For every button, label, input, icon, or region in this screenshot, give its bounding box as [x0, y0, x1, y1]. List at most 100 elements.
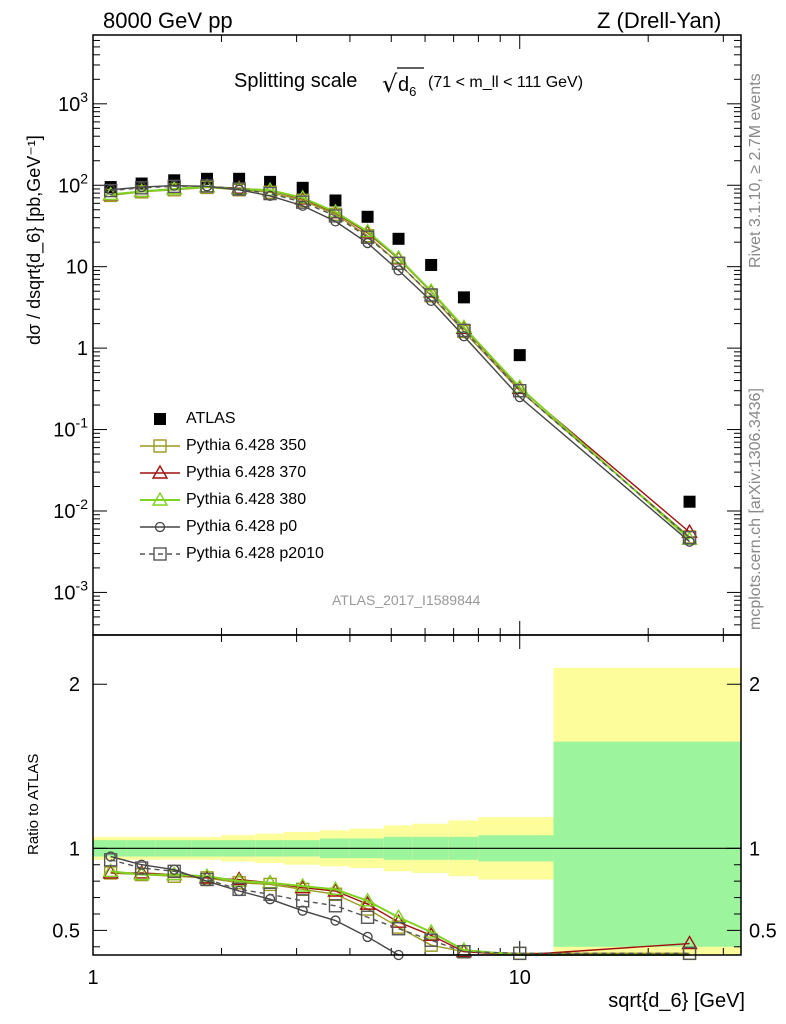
plot-title: Splitting scale: [234, 70, 357, 92]
main-point-p0: [393, 265, 404, 276]
ratio-point-p2010: [295, 894, 310, 908]
legend-entry-p370: Pythia 6.428 370: [140, 459, 324, 486]
y-tick-label-ratio: 1: [69, 838, 80, 860]
main-point-p0: [136, 181, 147, 193]
y-tick-label-ratio: 0.5: [52, 920, 80, 942]
main-point-p2010: [391, 256, 406, 271]
main-point-p0: [169, 180, 180, 191]
ratio-point-p0: [330, 915, 341, 926]
main-series: [102, 172, 698, 547]
legend-symbol-p350: [153, 438, 167, 453]
main-point-p0: [684, 536, 695, 547]
analysis-label: ATLAS_2017_I1589844: [332, 592, 481, 608]
y-tick-exponent: -2: [76, 496, 89, 512]
ratio-point-p2010: [513, 946, 527, 961]
legend-entry-p0: Pythia 6.428 p0: [140, 513, 324, 540]
legend-label-p350: Pythia 6.428 350: [186, 436, 307, 454]
main-point-p2010: [232, 182, 246, 196]
ratio-point-p2010: [391, 922, 406, 936]
legend-symbol-p2010: [153, 546, 167, 561]
main-point-p2010: [295, 195, 310, 209]
ratio-axis-ticks: 0.5 0.5 1 1 2 2 1 10: [52, 635, 777, 989]
main-point-p2010: [134, 181, 149, 195]
ratio-point-p0: [362, 931, 373, 943]
ratio-point-p0: [105, 851, 116, 862]
ratio-point-p2010: [103, 853, 118, 867]
legend-marker-p0: [140, 521, 180, 532]
ratio-series: [102, 851, 698, 961]
legend-entry-p380: Pythia 6.428 380: [140, 486, 324, 513]
legend-symbol-p380: [151, 491, 169, 506]
ratio-point-p380: [359, 892, 376, 907]
ratio-point-p2010: [457, 945, 471, 959]
x-axis-label: sqrt{d_6} [GeV]: [608, 990, 745, 1012]
y-axis-label-ratio: Ratio to ATLAS: [25, 754, 42, 855]
title-symbol: d6: [398, 74, 416, 99]
main-point-p2010: [682, 530, 697, 545]
main-point-data: [425, 258, 438, 271]
legend-marker-p370: [140, 464, 180, 479]
main-point-p2010: [263, 186, 277, 201]
main-point-data: [392, 232, 405, 245]
main-point-data: [329, 194, 342, 207]
y-tick-label-ratio-right: 1: [749, 838, 760, 860]
main-point-data: [361, 210, 374, 223]
main-line-p2010: [110, 185, 691, 539]
ratio-band-inner: [553, 741, 741, 947]
y-tick-label-main: 1: [77, 338, 88, 360]
legend-symbol-p370: [151, 464, 169, 479]
main-point-p0: [297, 200, 308, 211]
title-sqrt-symbol: √: [382, 70, 398, 98]
rivet-version-label: Rivet 3.1.10, ≥ 2.7M events: [747, 73, 764, 268]
y-tick-exponent: 2: [80, 170, 88, 186]
ratio-point-p2010: [263, 887, 277, 901]
y-tick-exponent: -1: [76, 415, 89, 431]
main-point-data: [683, 495, 696, 508]
main-point-p380: [261, 181, 279, 196]
ratio-point-p2010: [167, 864, 181, 879]
ratio-point-p2010: [232, 882, 246, 897]
main-point-p380: [294, 189, 311, 204]
main-point-data: [513, 349, 526, 362]
y-tick-label-ratio-right: 2: [749, 674, 760, 696]
legend-label-p0: Pythia 6.428 p0: [186, 517, 298, 535]
ratio-point-p380: [166, 866, 183, 881]
ratio-point-p2010: [682, 946, 697, 961]
x-tick-label: 1: [87, 967, 98, 989]
main-point-p2010: [513, 383, 527, 398]
ratio-bands: [93, 667, 741, 955]
header-energy: 8000 GeV pp: [103, 8, 233, 33]
y-tick-label-ratio-right: 0.5: [749, 920, 777, 942]
header-process: Z (Drell-Yan): [597, 8, 722, 33]
x-tick-label: 10: [509, 967, 531, 989]
legend-marker-data: [154, 412, 166, 425]
main-point-data: [296, 181, 309, 194]
y-tick-label-main: 10-1: [53, 415, 88, 442]
main-point-p2010: [200, 179, 214, 193]
y-tick-label-main: 10-3: [53, 577, 88, 604]
main-point-p2010: [424, 288, 438, 302]
y-tick-label-main: 10: [66, 257, 88, 279]
legend-label-p370: Pythia 6.428 370: [186, 463, 307, 481]
legend-label-p2010: Pythia 6.428 p2010: [186, 544, 324, 562]
ratio-point-p2010: [200, 872, 214, 887]
ratio-point-p350: [263, 877, 277, 892]
legend-marker-p350: [140, 438, 180, 453]
ratio-plot-frame: [92, 634, 742, 956]
y-tick-label-main: 10-2: [53, 496, 88, 523]
main-point-p0: [264, 190, 276, 202]
legend-symbol-data: [154, 412, 166, 425]
main-point-p2010: [328, 209, 343, 223]
main-point-data: [233, 172, 246, 185]
main-point-p0: [233, 184, 245, 195]
y-tick-label-main: 103: [58, 89, 88, 116]
y-tick-label-ratio: 2: [69, 674, 80, 696]
legend-marker-p380: [140, 491, 180, 506]
main-point-p2010: [167, 179, 181, 194]
legend-symbol-p0: [154, 521, 166, 532]
y-tick-label-main: 102: [58, 170, 88, 197]
ratio-point-p370: [681, 935, 698, 950]
ratio-point-p380: [422, 923, 440, 938]
legend-entry-data: ATLAS: [140, 405, 324, 432]
